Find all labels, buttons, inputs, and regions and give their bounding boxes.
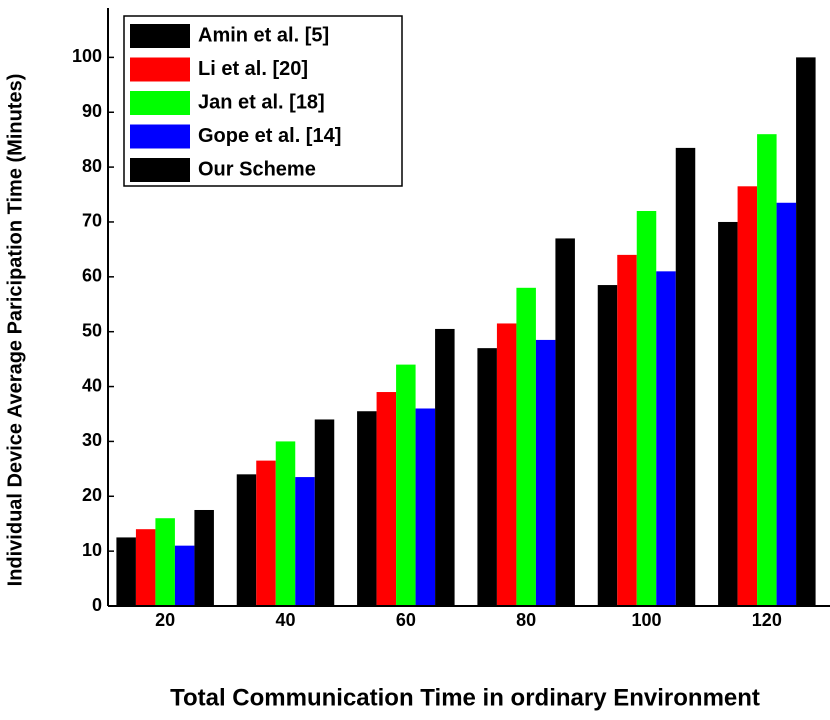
bar	[357, 411, 377, 606]
bar	[737, 186, 758, 607]
bar	[617, 254, 637, 606]
bar	[435, 328, 455, 606]
bar	[776, 202, 797, 606]
bar	[376, 392, 397, 606]
legend-label: Jan et al. [18]	[198, 91, 325, 113]
bar	[415, 408, 436, 606]
y-tick-label: 100	[72, 46, 102, 66]
bar	[496, 323, 517, 606]
y-tick-label: 90	[82, 101, 102, 121]
bar	[675, 147, 696, 606]
bar	[135, 529, 156, 606]
legend-label: Li et al. [20]	[198, 58, 308, 80]
legend-swatch	[130, 24, 190, 48]
bar	[757, 134, 777, 607]
bar	[516, 287, 536, 606]
x-axis-label: Total Communication Time in ordinary Env…	[170, 684, 760, 711]
bar	[636, 210, 657, 606]
bar	[155, 518, 175, 606]
y-tick-label: 50	[82, 320, 102, 340]
legend-label: Amin et al. [5]	[198, 24, 329, 46]
y-tick-label: 30	[82, 430, 102, 450]
bar	[535, 339, 556, 606]
x-tick-label: 100	[631, 610, 661, 630]
y-tick-label: 10	[82, 540, 102, 560]
bar	[116, 537, 136, 606]
x-tick-label: 20	[155, 610, 175, 630]
bar	[256, 460, 276, 606]
bar	[275, 441, 296, 606]
bar	[194, 509, 214, 606]
bar	[314, 419, 335, 606]
bar	[396, 364, 416, 606]
y-axis-label: Individual Device Average Paricipation T…	[4, 74, 26, 587]
y-tick-label: 40	[82, 375, 102, 395]
legend-swatch	[130, 158, 190, 182]
bar	[656, 271, 676, 606]
x-tick-label: 120	[752, 610, 782, 630]
legend-label: Gope et al. [14]	[198, 125, 341, 147]
y-tick-label: 0	[92, 595, 102, 615]
bar	[174, 545, 195, 606]
bar	[597, 285, 618, 606]
bar	[236, 474, 257, 606]
bar	[796, 57, 816, 606]
legend-swatch	[130, 91, 190, 115]
x-tick-label: 40	[275, 610, 295, 630]
y-tick-label: 80	[82, 156, 102, 176]
y-tick-label: 70	[82, 211, 102, 231]
legend-swatch	[130, 124, 190, 149]
x-tick-label: 80	[516, 610, 536, 630]
bar	[477, 348, 497, 606]
bar	[295, 477, 315, 606]
y-tick-label: 20	[82, 485, 102, 505]
legend-swatch	[130, 57, 190, 82]
bar	[555, 238, 575, 607]
y-tick-label: 60	[82, 266, 102, 286]
bar	[718, 221, 738, 606]
legend-label: Our Scheme	[198, 158, 316, 180]
x-tick-label: 60	[396, 610, 416, 630]
